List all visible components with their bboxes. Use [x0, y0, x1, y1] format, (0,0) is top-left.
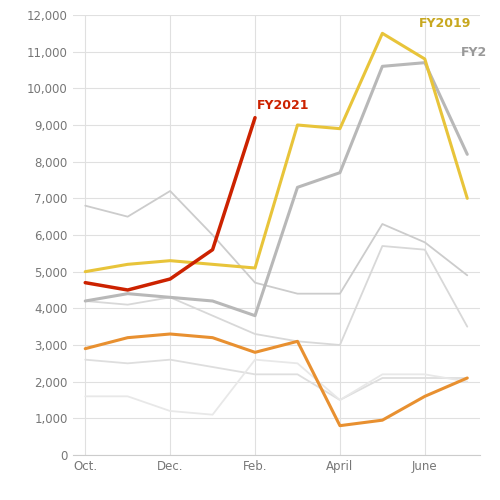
Text: FY2019: FY2019 — [418, 16, 471, 30]
Text: FY2021: FY2021 — [257, 99, 310, 112]
Text: FY2: FY2 — [461, 46, 487, 59]
